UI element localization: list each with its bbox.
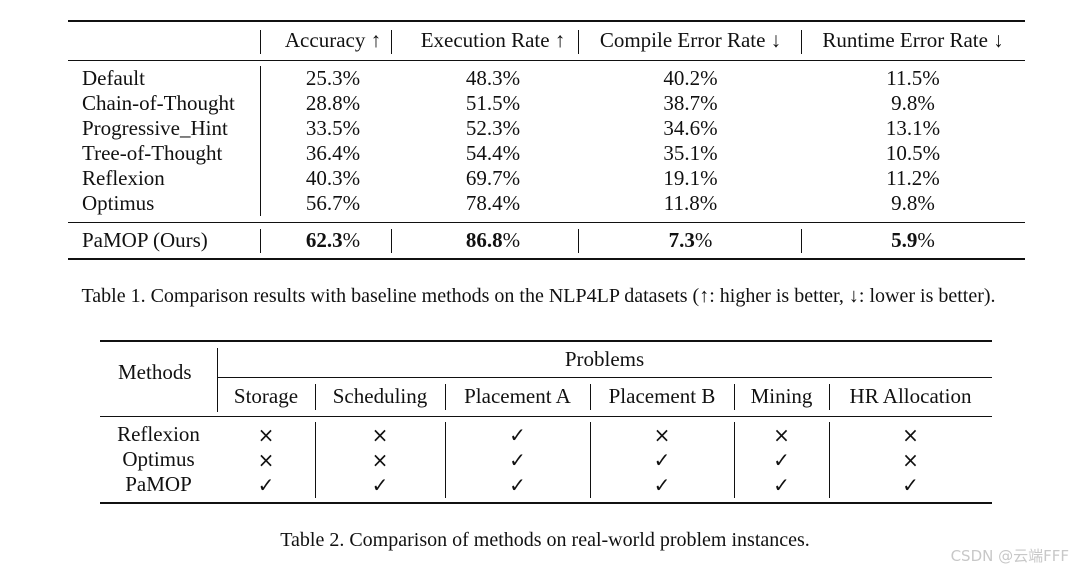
check-icon: ✓ <box>509 423 526 447</box>
cross-icon: × <box>257 448 275 472</box>
table-top-rule <box>100 340 992 342</box>
col-mining: Mining <box>750 384 813 408</box>
col-storage: Storage <box>233 384 299 408</box>
cross-icon: × <box>773 423 790 447</box>
header-execution-rate: Execution Rate ↑ <box>420 28 566 52</box>
col-placement-a: Placement A <box>464 384 571 408</box>
check-icon: ✓ <box>653 473 671 497</box>
table-row: Reflexion 40.3% 69.7% 19.1% 11.2% <box>82 166 940 190</box>
check-icon: ✓ <box>371 473 389 497</box>
col-hr-allocation: HR Allocation <box>849 384 972 408</box>
header-rule <box>68 60 1025 61</box>
methods-header: Methods <box>118 360 192 384</box>
table-bottom-rule <box>68 258 1025 260</box>
cross-icon: × <box>371 423 389 447</box>
method-name: Default <box>82 66 145 90</box>
cross-icon: × <box>257 423 275 447</box>
problems-header: Problems <box>564 347 645 371</box>
check-icon: ✓ <box>257 473 275 497</box>
check-icon: ✓ <box>773 448 790 472</box>
cross-icon: × <box>653 423 671 447</box>
table-header-row: Accuracy ↑ Execution Rate ↑ Compile Erro… <box>68 28 1025 53</box>
check-icon: ✓ <box>773 473 790 497</box>
header-compile-error-rate: Compile Error Rate ↓ <box>599 28 782 52</box>
cross-icon: × <box>371 448 389 472</box>
header-rule <box>100 416 992 417</box>
table-row: Optimus 56.7% 78.4% 11.8% 9.8% <box>82 191 935 215</box>
header-accuracy: Accuracy ↑ <box>284 28 382 52</box>
table-top-rule <box>68 20 1025 22</box>
method-name: PaMOP (Ours) <box>82 228 208 252</box>
method-name: Reflexion <box>82 166 165 190</box>
method-name: Chain-of-Thought <box>82 91 235 115</box>
table-row-ours: PaMOP (Ours) 62.3% 86.8% 7.3% 5.9% <box>82 228 935 252</box>
check-icon: ✓ <box>509 473 526 497</box>
ours-rule <box>68 222 1025 223</box>
method-name: Optimus <box>122 447 195 471</box>
problems-rule <box>217 377 992 378</box>
check-icon: ✓ <box>653 448 671 472</box>
check-icon: ✓ <box>902 473 919 497</box>
table-row: Tree-of-Thought 36.4% 54.4% 35.1% 10.5% <box>82 141 941 165</box>
table-row: Default 25.3% 48.3% 40.2% 11.5% <box>82 66 940 90</box>
table-row: Progressive_Hint 33.5% 52.3% 34.6% 13.1% <box>82 116 941 140</box>
table2-caption: Table 2. Comparison of methods on real-w… <box>280 529 810 551</box>
method-name: Tree-of-Thought <box>82 141 223 165</box>
check-icon: ✓ <box>509 448 526 472</box>
method-name: Reflexion <box>117 422 200 446</box>
method-name: PaMOP <box>125 472 192 496</box>
table1-caption: Table 1. Comparison results with baselin… <box>81 285 996 307</box>
col-placement-b: Placement B <box>608 384 716 408</box>
cross-icon: × <box>902 448 919 472</box>
method-name: Optimus <box>82 191 155 215</box>
col-scheduling: Scheduling <box>332 384 428 408</box>
cross-icon: × <box>902 423 919 447</box>
watermark: CSDN @云端FFF <box>950 547 1069 565</box>
table-row: Chain-of-Thought 28.8% 51.5% 38.7% 9.8% <box>82 91 935 115</box>
method-name: Progressive_Hint <box>82 116 228 140</box>
header-runtime-error-rate: Runtime Error Rate ↓ <box>822 28 1004 52</box>
table-bottom-rule <box>100 502 992 504</box>
